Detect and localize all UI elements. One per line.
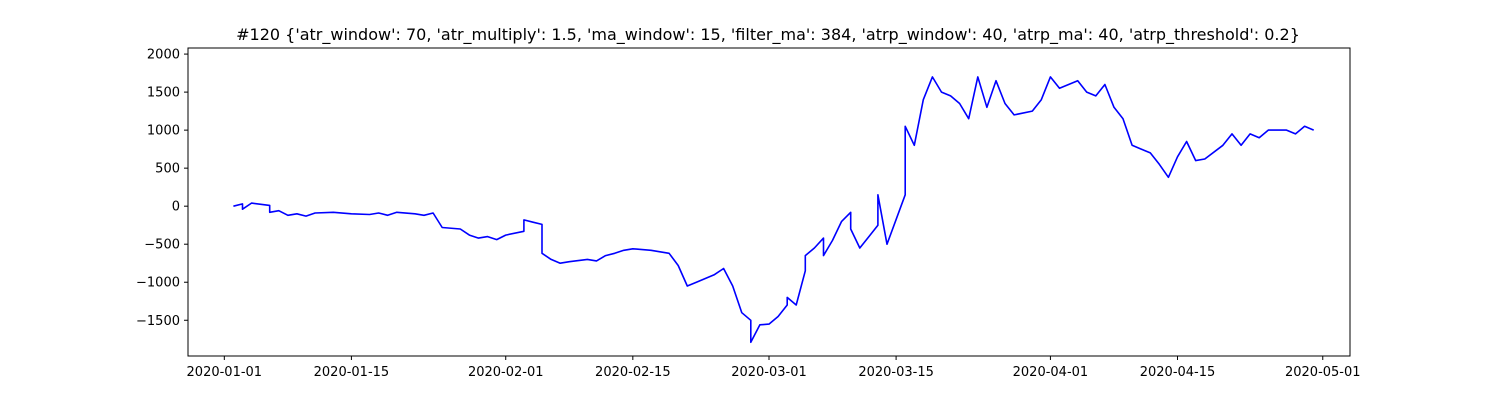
series-line: [233, 76, 1315, 344]
y-tick-label: 1500: [147, 86, 180, 101]
x-tick-label: 2020-05-01: [1285, 365, 1361, 380]
x-axis: 2020-01-01 2020-01-15 2020-02-01 2020-02-15…: [187, 356, 1361, 380]
y-tick-label: 1000: [147, 124, 180, 139]
y-tick-label: 2000: [147, 48, 180, 63]
y-tick-label: 500: [155, 162, 180, 177]
x-tick-label: 2020-02-01: [468, 365, 544, 380]
y-tick-label: −500: [144, 238, 180, 253]
x-tick-label: 2020-01-01: [187, 365, 263, 380]
x-tick-label: 2020-02-15: [595, 365, 671, 380]
chart-title: #120 {'atr_window': 70, 'atr_multiply': …: [236, 25, 1300, 45]
y-tick-label: −1500: [136, 314, 180, 329]
x-tick-label: 2020-01-15: [314, 365, 390, 380]
y-tick-label: −1000: [136, 276, 180, 291]
y-axis: 2000 1500 1000 500 0 −500 −1000 −1500: [136, 48, 188, 329]
plot-area: [233, 76, 1315, 344]
x-tick-label: 2020-03-15: [858, 365, 934, 380]
x-tick-label: 2020-04-01: [1013, 365, 1089, 380]
y-tick-label: 0: [172, 200, 180, 215]
plot-frame: [187, 47, 1351, 357]
x-tick-label: 2020-03-01: [731, 365, 807, 380]
x-tick-label: 2020-04-15: [1140, 365, 1216, 380]
